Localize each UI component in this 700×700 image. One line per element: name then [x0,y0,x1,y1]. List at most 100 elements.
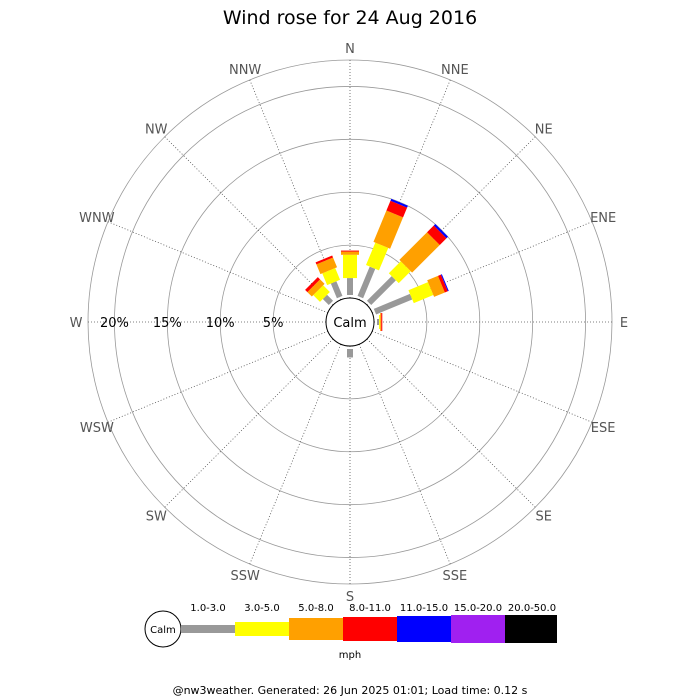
bar-s-0 [347,349,353,358]
polar-grid [87,59,613,585]
bar-ne-3 [427,225,447,245]
bar-n-0 [347,278,353,295]
legend-bin-label: 11.0-15.0 [400,603,448,614]
bar-segment-ene [427,275,445,297]
direction-label-e: E [620,316,628,331]
legend-bin-label: 15.0-20.0 [454,603,502,614]
direction-label-ese: ESE [591,421,616,436]
bar-nne-1 [366,242,389,271]
ring-label: 15% [153,316,182,331]
legend-swatch-2 [289,618,343,640]
legend-bin-label: 3.0-5.0 [244,603,279,614]
bar-ene-1 [408,282,434,304]
bar-segment-ne [433,223,449,239]
bar-segment-ne [399,232,440,273]
spoke-sse [358,344,451,565]
direction-label-ssw: SSW [230,569,260,584]
bar-segment-nw [305,277,321,293]
direction-label-nnw: NNW [229,63,261,78]
bar-ene-4 [440,274,449,292]
wind-bars [305,198,449,358]
bar-segment-ne [388,261,411,284]
bar-segment-e [376,319,380,325]
bar-nw-0 [322,294,334,306]
direction-label-nne: NNE [441,63,469,78]
bar-segment-nw [322,294,334,306]
bar-nne-4 [390,198,408,208]
bar-segment-ene [437,274,448,293]
legend-bin-label: 20.0-50.0 [508,603,556,614]
bar-segment-e [379,315,381,329]
bar-ne-2 [399,232,440,273]
bar-segment-ene [440,274,449,292]
direction-label-se: SE [536,510,552,525]
bar-nne-3 [386,200,408,218]
bar-segment-nne [390,198,408,208]
direction-label-nw: NW [145,122,168,137]
direction-label-ne: NE [535,122,553,137]
bar-segment-nnw [315,255,334,265]
bar-segment-n [341,251,359,255]
bar-segment-nw [307,279,325,297]
bar-segment-ene [373,293,413,315]
bar-n-2 [341,251,359,255]
legend-unit-label: mph [339,650,361,661]
bar-nne-0 [357,266,376,299]
bar-e-1 [379,315,381,329]
bar-segment-nw [313,285,330,302]
direction-label-sse: SSE [442,569,467,584]
direction-label-s: S [346,590,354,605]
legend: Calm 1.0-3.0 3.0-5.0 5.0-8.0 8.0-11.0 11.0-15… [144,603,557,661]
bar-nw-3 [305,277,321,293]
grid-ring [272,244,428,400]
ring-label: 10% [206,316,235,331]
legend-swatch-3 [343,617,397,641]
spoke-se [366,338,536,508]
spoke-ese [372,330,593,423]
bar-n-1 [343,254,357,279]
bar-segment-nne [373,210,404,249]
bar-ne-0 [366,276,396,306]
bar-segment-nnw [322,267,341,286]
legend-bin-label: 8.0-11.0 [349,603,391,614]
ring-label: 5% [263,316,284,331]
chart-title: Wind rose for 24 Aug 2016 [223,7,477,29]
bar-segment-e [381,313,383,331]
spoke-nw [164,136,334,306]
bar-e-3 [381,313,383,331]
direction-label-wnw: WNW [79,211,115,226]
legend-swatch-0 [181,625,235,633]
bar-segment-n [343,254,357,279]
bar-segment-nne [386,200,408,218]
bar-segment-n [347,278,353,295]
bar-ne-4 [433,223,449,239]
legend-bin-label: 1.0-3.0 [190,603,225,614]
direction-label-w: W [70,316,83,331]
legend-swatch-4 [397,616,451,642]
bar-ne-1 [388,261,411,284]
spoke-ssw [249,344,342,565]
legend-swatch-5 [451,615,505,643]
direction-labels: N NNE NE ENE E ESE SE SSE S SSW SW WSW W WNW NW NNW 5% 10… [70,42,629,605]
direction-label-wsw: WSW [80,421,114,436]
bar-e-0 [376,319,380,325]
bar-nnw-2 [316,257,338,275]
bar-ene-3 [437,274,448,293]
bar-nw-2 [307,279,325,297]
bar-nw-1 [313,285,330,302]
calm-center: Calm [325,297,375,347]
bar-ene-0 [373,293,413,315]
bar-segment-n [341,250,359,252]
bar-segment-ene [408,282,434,304]
direction-label-ene: ENE [590,211,616,226]
bar-segment-e [380,313,382,331]
grid-ring [166,138,534,506]
grid-ring [114,86,586,558]
bar-n-3 [341,250,359,252]
bar-segment-nne [366,242,389,271]
direction-label-n: N [345,42,355,57]
footer-text: @nw3weather. Generated: 26 Jun 2025 01:0… [173,684,528,697]
spoke-sw [164,338,334,508]
direction-label-sw: SW [146,510,167,525]
